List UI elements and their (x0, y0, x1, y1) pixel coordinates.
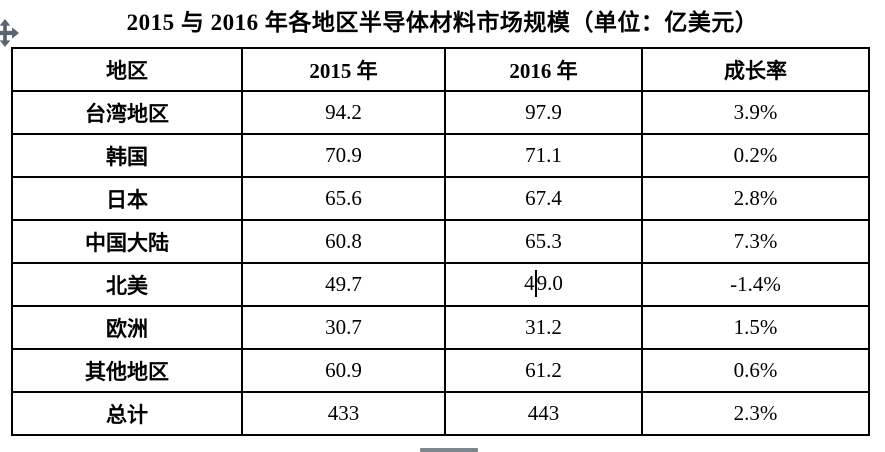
table-row: 总计 433 443 2.3% (11, 391, 870, 436)
table-cell-region[interactable]: 其他地区 (11, 348, 243, 393)
page-title: 2015 与 2016 年各地区半导体材料市场规模（单位：亿美元） (126, 10, 759, 35)
table-cell-region[interactable]: 欧洲 (11, 305, 243, 350)
table-row: 中国大陆 60.8 65.3 7.3% (11, 219, 870, 264)
table-cell-y2016[interactable]: 31.2 (444, 305, 643, 350)
table-cell-y2015[interactable]: 70.9 (241, 133, 446, 178)
table-cell-region[interactable]: 韩国 (11, 133, 243, 178)
table-resize-handle[interactable] (420, 448, 478, 452)
cell-text-after-cursor: 9.0 (536, 270, 563, 295)
table-cell-y2016[interactable]: 67.4 (444, 176, 643, 221)
table-row: 欧洲 30.7 31.2 1.5% (11, 305, 870, 350)
table-cell-y2015[interactable]: 433 (241, 391, 446, 436)
table-row: 北美 49.7 49.0 -1.4% (11, 262, 870, 307)
table-row: 日本 65.6 67.4 2.8% (11, 176, 870, 221)
table-cell-growth[interactable]: 2.3% (641, 391, 870, 436)
table-row: 其他地区 60.9 61.2 0.6% (11, 348, 870, 393)
table-cell-y2015[interactable]: 94.2 (241, 90, 446, 135)
table-body: 台湾地区 94.2 97.9 3.9% 韩国 70.9 71.1 0.2% 日本 65.6 67.4… (11, 90, 870, 436)
table-cell-y2016[interactable]: 97.9 (444, 90, 643, 135)
table-move-handle-icon[interactable] (0, 17, 21, 49)
table-cell-region[interactable]: 日本 (11, 176, 243, 221)
table-cell-growth[interactable]: 0.6% (641, 348, 870, 393)
table-cell-y2016[interactable]: 443 (444, 391, 643, 436)
table-cell-y2015[interactable]: 49.7 (241, 262, 446, 307)
table-cell-growth[interactable]: 7.3% (641, 219, 870, 264)
table-header-row: 地区 2015 年 2016 年 成长率 (11, 47, 870, 92)
cell-text-before-cursor: 4 (524, 270, 535, 295)
table-cell-y2016[interactable]: 49.0 (444, 262, 643, 307)
table-cell-growth[interactable]: 1.5% (641, 305, 870, 350)
column-header-2016[interactable]: 2016 年 (444, 47, 643, 92)
column-header-region[interactable]: 地区 (11, 47, 243, 92)
table-cell-y2015[interactable]: 60.9 (241, 348, 446, 393)
text-cursor (534, 269, 537, 297)
table-cell-region[interactable]: 中国大陆 (11, 219, 243, 264)
column-header-2015[interactable]: 2015 年 (241, 47, 446, 92)
table-cell-growth[interactable]: -1.4% (641, 262, 870, 307)
table-cell-region[interactable]: 北美 (11, 262, 243, 307)
table-cell-y2016[interactable]: 71.1 (444, 133, 643, 178)
table-cell-growth[interactable]: 0.2% (641, 133, 870, 178)
column-header-growth[interactable]: 成长率 (641, 47, 870, 92)
table-cell-y2015[interactable]: 30.7 (241, 305, 446, 350)
table-cell-region[interactable]: 台湾地区 (11, 90, 243, 135)
table-cell-region[interactable]: 总计 (11, 391, 243, 436)
table-cell-y2016[interactable]: 61.2 (444, 348, 643, 393)
table-row: 台湾地区 94.2 97.9 3.9% (11, 90, 870, 135)
market-size-table: 地区 2015 年 2016 年 成长率 台湾地区 94.2 97.9 3.9% 韩国 7… (11, 47, 870, 436)
table-cell-y2016[interactable]: 65.3 (444, 219, 643, 264)
table-cell-y2015[interactable]: 60.8 (241, 219, 446, 264)
table-row: 韩国 70.9 71.1 0.2% (11, 133, 870, 178)
table-cell-growth[interactable]: 3.9% (641, 90, 870, 135)
table-cell-growth[interactable]: 2.8% (641, 176, 870, 221)
table-cell-y2015[interactable]: 65.6 (241, 176, 446, 221)
